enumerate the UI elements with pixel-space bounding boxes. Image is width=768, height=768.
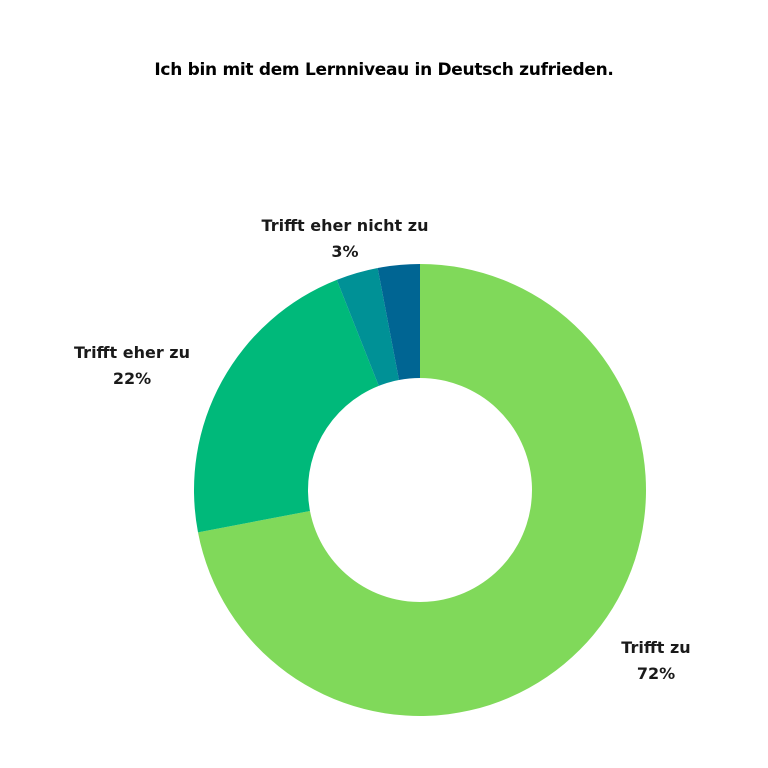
slice-value-trifft-zu: 72% bbox=[637, 664, 675, 683]
donut-slices bbox=[193, 264, 646, 717]
chart-title: Ich bin mit dem Lernniveau in Deutsch zu… bbox=[154, 60, 614, 80]
slice-unlabeled-2 bbox=[336, 268, 400, 386]
slice-label-trifft-eher-zu: Trifft eher zu bbox=[74, 343, 190, 362]
slice-trifft-eher-zu-1 bbox=[193, 279, 379, 533]
slice-labels: Trifft zu 72% Trifft eher zu 22% Trifft eher… bbox=[74, 216, 691, 683]
slice-value-trifft-eher-nicht-zu: 3% bbox=[331, 242, 358, 261]
slice-value-trifft-eher-zu: 22% bbox=[113, 369, 151, 388]
slice-trifft-zu-0 bbox=[198, 264, 646, 717]
slice-label-trifft-zu: Trifft zu bbox=[621, 638, 690, 657]
slice-trifft-eher-nicht-zu-3 bbox=[377, 264, 420, 380]
slice-label-trifft-eher-nicht-zu: Trifft eher nicht zu bbox=[262, 216, 429, 235]
